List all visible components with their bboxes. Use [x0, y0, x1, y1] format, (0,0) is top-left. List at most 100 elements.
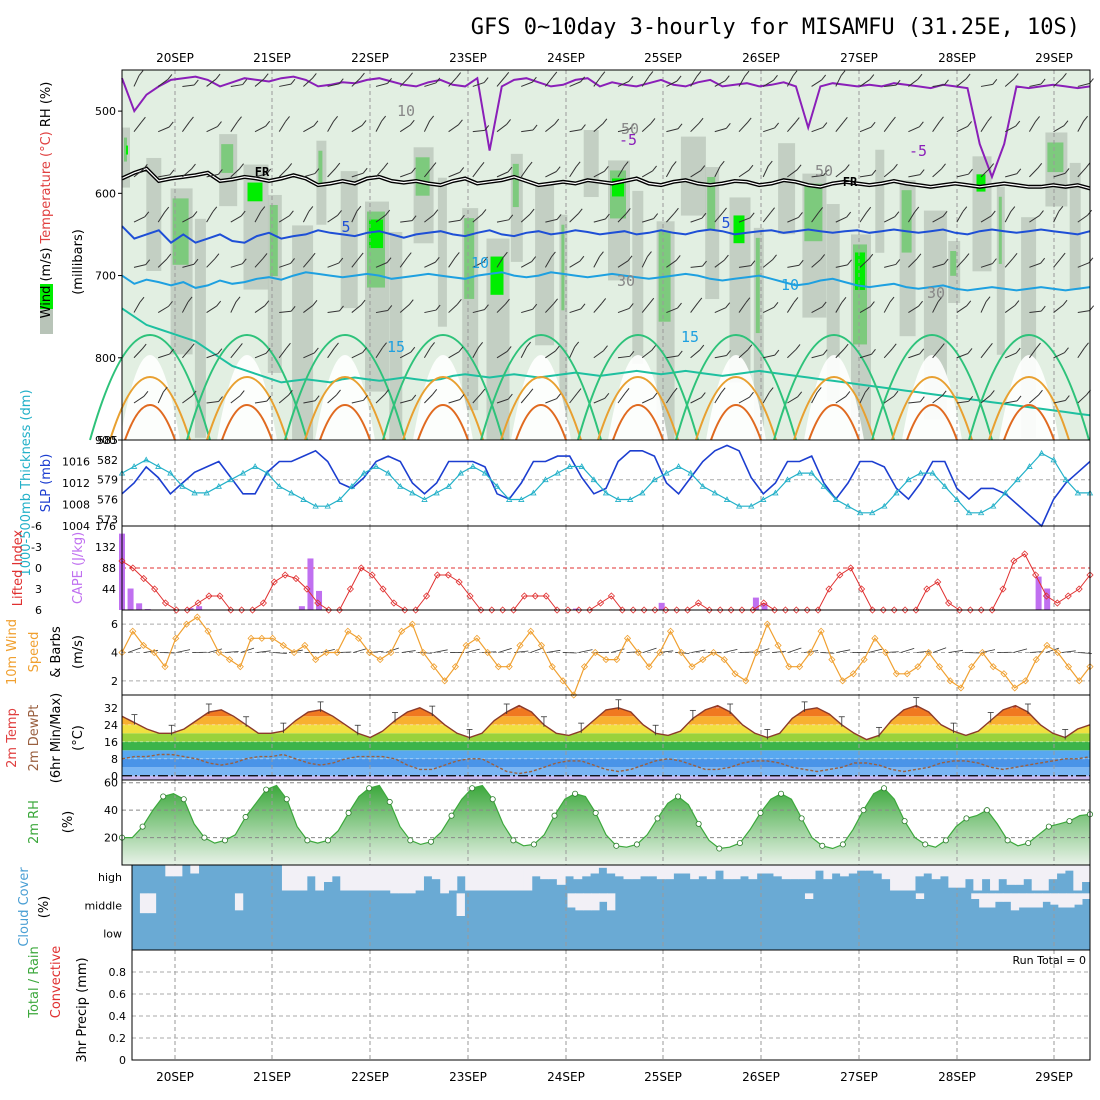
slp-axis-title-part: SLP (mb)	[39, 454, 54, 513]
upper-wind-barb	[230, 168, 240, 178]
upper-wind-barb	[375, 309, 388, 314]
rh2m-point	[736, 840, 743, 847]
thickness-point	[675, 463, 682, 469]
upper-wind-barb	[327, 394, 337, 404]
upper-wind-barb	[762, 212, 771, 223]
upper-wind-barb	[811, 354, 824, 359]
temp-axis-title-3-part: (6hr Min/Max)	[49, 693, 64, 783]
upper-wind-barb	[641, 170, 653, 178]
thickness-point	[481, 469, 489, 476]
upper-wind-barb	[762, 79, 774, 87]
surface-wind-barb	[691, 649, 706, 653]
upper-wind-barb	[690, 170, 702, 178]
upper-wind-barb-flag	[532, 303, 538, 310]
upper-ytick-label: 800	[95, 352, 116, 365]
lifted-index-point	[412, 606, 420, 614]
upper-wind-barb	[254, 125, 266, 133]
upper-wind-barb-flag	[580, 76, 586, 83]
upper-wind-barb	[811, 259, 821, 268]
upper-wind-barb-flag	[1064, 168, 1070, 174]
upper-wind-barb-flag	[768, 387, 774, 393]
wind-axis-title-2: Speed	[27, 632, 42, 673]
upper-wind-barb	[400, 399, 412, 404]
upper-wind-barb	[1077, 214, 1088, 223]
upper-wind-barb	[642, 218, 654, 223]
upper-wind-barb	[1005, 173, 1017, 178]
rh-band-moist	[415, 157, 430, 196]
cape-bar	[658, 602, 665, 610]
thickness-ytick-label: 579	[97, 474, 118, 487]
temp-axis-title-2-part: 2m DewPt	[27, 705, 42, 772]
wind-speed-point	[344, 627, 352, 635]
cloud-high-clear	[1048, 865, 1058, 880]
cloud-high-clear	[365, 865, 374, 891]
upper-wind-barb	[907, 211, 916, 223]
wind-speed-point	[785, 663, 793, 671]
lifted-index-point	[1021, 550, 1029, 558]
upper-wind-barb-flag	[939, 343, 945, 349]
upper-wind-barb-flag	[218, 396, 223, 402]
lifted-index-point	[760, 599, 768, 607]
warm-isotherm-arch	[319, 404, 371, 441]
upper-wind-barb-flag	[918, 300, 923, 307]
rh-band-saturated	[976, 174, 986, 192]
upper-wind-barb-flag	[919, 169, 925, 175]
upper-wind-barb	[1028, 121, 1037, 132]
upper-wind-barb	[932, 121, 940, 132]
wind-speed-point	[1032, 656, 1040, 664]
upper-wind-barb-flag	[408, 299, 414, 305]
upper-wind-barb-flag	[773, 74, 778, 81]
temp-axis-title-2: 2m DewPt	[27, 705, 42, 772]
temp-axis-title-1-part: 2m Temp	[5, 708, 20, 768]
upper-wind-barb	[157, 391, 164, 404]
precip-axis-title-2-part: Convective	[49, 946, 64, 1019]
rh2m-point	[860, 807, 867, 814]
upper-wind-barb-flag	[314, 168, 320, 174]
upper-axis-title: Wind (m/s) Temperature (°C) RH (%)	[39, 82, 54, 319]
upper-wind-barb	[1004, 211, 1012, 223]
wind-speed-point	[419, 648, 427, 657]
thickness-point	[832, 496, 840, 502]
upper-wind-barb-flag	[339, 305, 344, 312]
upper-wind-barb-flag	[290, 78, 296, 85]
upper-wind-barb	[908, 78, 919, 87]
upper-wind-barb-flag	[992, 79, 998, 85]
upper-wind-barb-flag	[773, 301, 779, 308]
upper-wind-barb-flag	[532, 124, 538, 131]
cape-bar	[752, 597, 759, 610]
cloud-high-clear	[448, 865, 458, 891]
upper-wind-barb-flag	[555, 166, 561, 172]
rh2m-point	[984, 807, 991, 814]
upper-wind-barb	[786, 302, 795, 313]
cloud-high-clear	[473, 865, 483, 891]
rh2m-point	[180, 796, 187, 803]
upper-wind-barb-flag	[333, 115, 338, 122]
upper-wind-barb-flag	[242, 79, 248, 85]
rh-band	[875, 149, 885, 253]
cloud-mid-clear	[607, 893, 616, 911]
temp-band	[122, 724, 1090, 734]
upper-axis-title-part: Temperature (°C)	[39, 131, 54, 247]
upper-wind-barb	[908, 126, 920, 133]
wind-speed-point	[709, 648, 718, 657]
upper-wind-barb-flag	[362, 167, 368, 174]
upper-wind-barb	[980, 121, 988, 132]
cloud-high-clear	[865, 865, 874, 871]
temp-axis-title-1: 2m Temp	[5, 708, 20, 768]
upper-wind-barb-flag	[484, 125, 490, 131]
wind-speed-point	[247, 634, 255, 642]
slp-ytick-label: 1012	[62, 477, 90, 490]
wind-speed-point	[548, 663, 556, 671]
cloud-high-clear	[665, 865, 674, 880]
rh-band-moist	[901, 190, 912, 253]
contour-label: FR	[255, 165, 270, 179]
rh2m-point	[427, 838, 434, 845]
upper-wind-barb-flag	[871, 169, 877, 176]
upper-wind-barb-flag	[529, 208, 535, 215]
lifted-index-point	[879, 606, 887, 614]
upper-wind-barb	[593, 218, 606, 223]
run-total-label: Run Total = 0	[1013, 954, 1087, 967]
upper-wind-barb-flag	[1064, 347, 1069, 354]
rh-band	[972, 156, 992, 272]
cloud-high-clear	[348, 865, 358, 891]
